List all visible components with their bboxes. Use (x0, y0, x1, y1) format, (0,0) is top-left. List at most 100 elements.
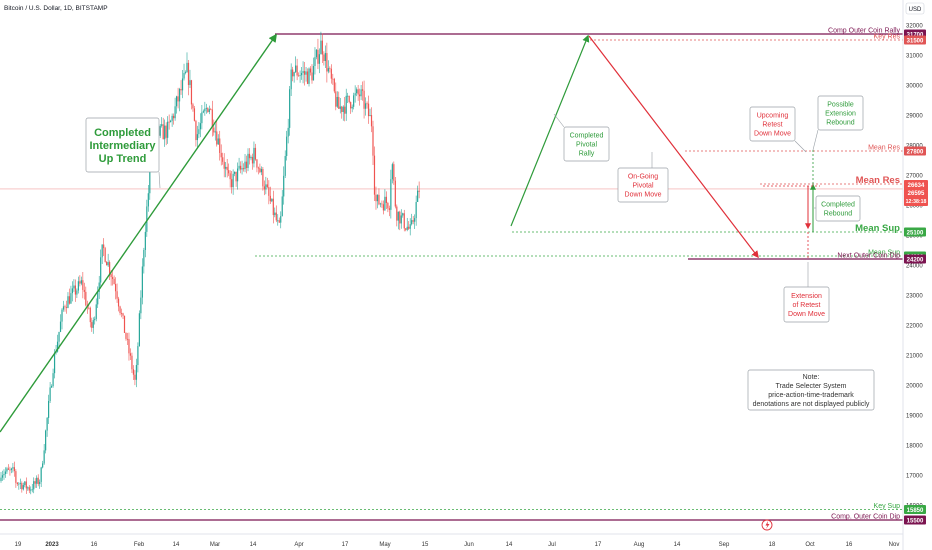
candle-body (333, 78, 335, 92)
candle-body (83, 289, 85, 292)
candle-body (42, 463, 44, 468)
candle-body (390, 179, 392, 210)
candle-body (165, 125, 167, 138)
uptrend-arrow (0, 33, 277, 433)
candle-body (354, 93, 356, 96)
time-axis-ticks[interactable]: 19 2023 16 Feb 14 Mar 14 Apr 17 May 15 Jun 14 Jul 17 Au… (15, 542, 900, 548)
candle-body (170, 120, 172, 123)
candle-body (260, 169, 262, 173)
candle-body (187, 62, 190, 85)
annotation-box (617, 167, 669, 203)
candle-body (178, 88, 181, 102)
candle-body (232, 173, 234, 188)
candle-body (117, 298, 120, 307)
candle-body (79, 281, 81, 284)
candle-body (318, 54, 321, 64)
candle-body (161, 124, 163, 126)
candle-body (225, 166, 227, 169)
candle-body (76, 290, 78, 295)
annotation-text: Rebound (826, 120, 855, 127)
candle-body (228, 170, 230, 174)
candle-body (289, 89, 291, 128)
candle-body (107, 262, 109, 266)
level-label: Mean Res (856, 175, 900, 186)
annotation-text: On-Going (628, 174, 658, 181)
candle-body (34, 481, 36, 484)
candle-body (396, 206, 398, 221)
candle-body (16, 482, 18, 485)
candle-body (208, 109, 210, 113)
candle-body (131, 355, 133, 370)
candle-body (202, 111, 204, 113)
currency-label[interactable]: USD (909, 7, 922, 13)
currency-button[interactable] (905, 2, 925, 15)
time-tick-label: 17 (342, 542, 349, 548)
candle-body (366, 103, 368, 105)
candle-body (379, 203, 382, 205)
candle-body (311, 72, 313, 81)
candle-body (411, 220, 413, 225)
candle-body (91, 322, 93, 328)
candle-body (266, 184, 268, 188)
candle-body (341, 106, 343, 112)
candle-body (364, 103, 367, 109)
candle-body (290, 69, 292, 90)
candle-body (391, 164, 393, 180)
level-label: Comp Outer Coin Rally (828, 28, 900, 35)
candle-body (114, 284, 117, 292)
candle-body (375, 194, 377, 202)
candle-body (241, 168, 243, 170)
candle-body (141, 266, 143, 298)
annotation-text: Completed (570, 133, 604, 140)
trend-arrows (0, 33, 820, 433)
price-tick-label: 21000 (906, 354, 923, 360)
time-tick-label: 17 (595, 542, 602, 548)
candle-body (269, 195, 271, 202)
time-tick-label: May (379, 542, 390, 548)
candle-body (248, 153, 251, 159)
candle-body (397, 211, 399, 221)
candle-body (263, 186, 265, 190)
candle-body (4, 471, 7, 474)
candle-body (92, 320, 94, 328)
candle-body (49, 387, 51, 401)
time-tick-label: Oct (805, 542, 815, 548)
candle-body (287, 127, 289, 137)
candle-body (162, 124, 164, 140)
annotation-text: Extension (791, 293, 822, 300)
candle-body (46, 417, 48, 431)
candle-body (144, 231, 146, 250)
candle-body (48, 400, 50, 418)
current-price-badge (904, 179, 928, 206)
candle-body (15, 471, 17, 483)
price-tick-label: 20000 (906, 384, 923, 390)
candle-body (402, 213, 404, 216)
candle-body (53, 352, 56, 374)
candle-body (344, 106, 346, 114)
candle-body (25, 481, 27, 489)
candle-body (338, 96, 340, 109)
candle-body (399, 211, 401, 224)
candle-body (112, 277, 114, 279)
level-label: Mean Sup (855, 223, 900, 234)
candle-body (408, 226, 410, 229)
candle-body (119, 306, 121, 314)
candle-body (219, 138, 221, 153)
candle-body (134, 374, 136, 380)
candle-body (110, 274, 112, 278)
candle-body (271, 198, 273, 202)
time-tick-label: Mar (210, 542, 220, 548)
candle-body (59, 321, 62, 332)
candle-body (64, 306, 66, 308)
level-label: Next Outer Coin Dip (837, 253, 900, 260)
level-badge (904, 35, 926, 45)
candle-body (137, 346, 139, 366)
candle-body (324, 53, 326, 62)
annotation-text: Completed (94, 127, 151, 139)
lightning-icon[interactable] (761, 519, 773, 531)
time-tick-label: 2023 (45, 542, 59, 548)
annotation-text: Note: (803, 374, 820, 381)
candle-body (251, 156, 254, 164)
